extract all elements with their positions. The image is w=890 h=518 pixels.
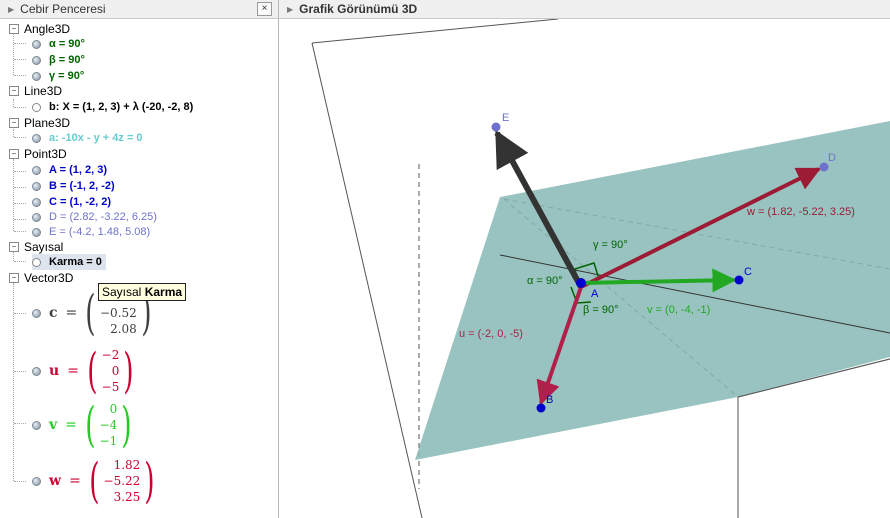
label-gamma: γ = 90° <box>593 239 628 251</box>
vector-e-arrow[interactable] <box>494 129 584 289</box>
collapse-minus-icon[interactable]: − <box>9 86 19 96</box>
point-b-item[interactable]: B = (-1, 2, -2) <box>32 178 115 194</box>
visibility-toggle-icon[interactable] <box>32 476 41 486</box>
algebra-view: ▶ Cebir Penceresi × − Angle3D <box>0 0 279 518</box>
label-e: E <box>502 112 509 124</box>
vector-u-item[interactable]: u = ( −2 0 −5 ) <box>32 343 138 399</box>
line-b-item[interactable]: b: X = (1, 2, 3) + λ (-20, -2, 8) <box>32 99 193 115</box>
angle-gamma-item[interactable]: γ = 90° <box>32 68 84 84</box>
angle-alpha-item[interactable]: α = 90° <box>32 36 85 52</box>
vector-w-item[interactable]: w = ( 1.82 −5.22 3.25 ) <box>32 453 159 509</box>
visibility-toggle-icon[interactable] <box>32 71 41 81</box>
visibility-toggle-icon[interactable] <box>32 102 41 112</box>
line-b[interactable] <box>499 254 890 334</box>
numeric-karma-item[interactable]: Karma = 0 <box>32 254 106 270</box>
category-point3d[interactable]: − Point3D <box>9 146 67 162</box>
algebra-header[interactable]: ▶ Cebir Penceresi × <box>0 0 278 19</box>
category-line3d[interactable]: − Line3D <box>9 83 62 99</box>
vector-u-arrow[interactable] <box>536 286 583 406</box>
tooltip: Sayısal Karma <box>98 283 187 301</box>
visibility-toggle-icon[interactable] <box>32 39 41 49</box>
category-plane3d[interactable]: − Plane3D <box>9 115 70 131</box>
bounding-box-front <box>737 358 890 518</box>
visibility-toggle-icon[interactable] <box>32 420 41 430</box>
label-c: C <box>744 266 752 278</box>
visibility-toggle-icon[interactable] <box>32 212 41 222</box>
vector-v-item[interactable]: v = ( 0 −4 −1 ) <box>32 397 136 453</box>
category-angle3d[interactable]: − Angle3D <box>9 21 70 37</box>
collapse-triangle-icon[interactable]: ▶ <box>287 4 294 14</box>
visibility-toggle-icon[interactable] <box>32 55 41 65</box>
algebra-title: Cebir Penceresi <box>20 2 106 16</box>
point-b[interactable] <box>536 403 546 413</box>
point-a[interactable] <box>576 278 586 288</box>
label-alpha: α = 90° <box>527 275 563 287</box>
label-b: B <box>546 394 553 406</box>
plane-a-item[interactable]: a: -10x - y + 4z = 0 <box>32 130 143 146</box>
collapse-triangle-icon[interactable]: ▶ <box>8 4 15 14</box>
collapse-minus-icon[interactable]: − <box>9 242 19 252</box>
angle-beta-item[interactable]: β = 90° <box>32 52 85 68</box>
visibility-toggle-icon[interactable] <box>32 227 41 237</box>
graphics-3d-view[interactable]: ▶ Grafik Görünümü 3D <box>279 0 890 518</box>
vector-components: −2 0 −5 <box>101 348 120 394</box>
close-icon[interactable]: × <box>257 2 272 16</box>
collapse-minus-icon[interactable]: − <box>9 24 19 34</box>
visibility-toggle-icon[interactable] <box>32 133 41 143</box>
label-w: w = (1.82, -5.22, 3.25) <box>746 206 855 218</box>
visibility-toggle-icon[interactable] <box>32 181 41 191</box>
point-c-item[interactable]: C = (1, -2, 2) <box>32 194 111 210</box>
visibility-toggle-icon[interactable] <box>32 308 41 318</box>
visibility-toggle-icon[interactable] <box>32 165 41 175</box>
collapse-minus-icon[interactable]: − <box>9 149 19 159</box>
visibility-toggle-icon[interactable] <box>32 366 41 376</box>
category-vector3d[interactable]: − Vector3D <box>9 270 73 286</box>
plane-a[interactable] <box>415 121 890 460</box>
graphics-canvas[interactable]: E D C B A w = (1.82, -5.22, 3.25) γ = 90… <box>279 19 890 518</box>
point-d-item[interactable]: D = (2.82, -3.22, 6.25) <box>32 209 157 225</box>
visibility-toggle-icon[interactable] <box>32 257 41 267</box>
graphics-title: Grafik Görünümü 3D <box>299 2 418 16</box>
vector-v-arrow[interactable] <box>580 268 737 293</box>
vector-w-arrow[interactable] <box>580 167 822 289</box>
point-e[interactable] <box>491 122 501 132</box>
point-c[interactable] <box>734 275 744 285</box>
vector-components: 0 −4 −1 <box>99 402 118 448</box>
graphics-header[interactable]: ▶ Grafik Görünümü 3D <box>279 0 890 19</box>
label-d: D <box>828 152 836 164</box>
collapse-minus-icon[interactable]: − <box>9 273 19 283</box>
point-d[interactable] <box>819 162 829 172</box>
collapse-minus-icon[interactable]: − <box>9 118 19 128</box>
point-a-item[interactable]: A = (1, 2, 3) <box>32 162 107 178</box>
label-v: v = (0, -4, -1) <box>647 304 710 316</box>
category-numeric[interactable]: − Sayısal <box>9 239 63 255</box>
vector-components: 1.82 −5.22 3.25 <box>103 458 141 504</box>
label-a: A <box>591 288 599 300</box>
visibility-toggle-icon[interactable] <box>32 197 41 207</box>
label-u: u = (-2, 0, -5) <box>459 328 523 340</box>
point-e-item[interactable]: E = (-4.2, 1.48, 5.08) <box>32 224 150 240</box>
label-beta: β = 90° <box>583 304 619 316</box>
